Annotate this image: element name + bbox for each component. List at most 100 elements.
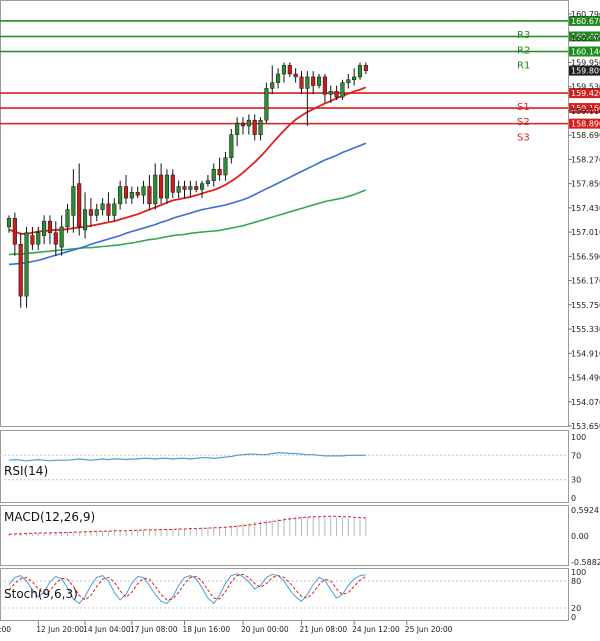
candle-bearish — [311, 71, 316, 95]
candle-body — [18, 243, 23, 297]
candle-bullish — [164, 169, 169, 204]
current-price-box — [569, 65, 600, 76]
time-axis-label: 25 Jun 20:00 — [405, 625, 453, 634]
candle-bearish — [293, 68, 298, 83]
rsi-label: RSI(14) — [4, 464, 48, 478]
candle-body — [240, 122, 246, 127]
rsi-indicator: 100 70 30 0 — [0, 433, 586, 503]
rsi-axis-label: 0 — [571, 494, 576, 503]
price-axis: 160.790 160.370 159.950 159.530 159.110 158.6… — [568, 10, 600, 431]
candle-body — [311, 76, 316, 86]
candle-bullish — [223, 151, 228, 181]
level-label-r1: R1 — [517, 61, 530, 72]
ma-mid-line — [8, 142, 367, 266]
candle-bullish — [246, 114, 251, 135]
price-axis-label: 155.750 — [571, 301, 600, 310]
candle-bearish — [30, 226, 35, 251]
candle-bullish — [200, 180, 205, 199]
macd-pane-frame — [0, 505, 569, 566]
candle-body — [346, 79, 351, 83]
price-axis-label: 160.370 — [571, 34, 600, 43]
candle-bearish — [135, 186, 140, 199]
candle-body — [305, 76, 310, 89]
price-axis-label: 159.110 — [571, 107, 600, 116]
level-price-label-r1: 160.140 — [571, 48, 600, 57]
candle-body — [258, 119, 263, 135]
price-axis-label: 156.170 — [571, 277, 600, 286]
stoch-pane-frame — [0, 568, 569, 621]
candle-bearish — [322, 74, 327, 103]
level-label-r3: R3 — [517, 30, 530, 41]
candle-bullish — [153, 163, 158, 210]
rsi-axis-label: 100 — [571, 433, 586, 442]
candle-body — [88, 209, 93, 216]
candle-bearish — [88, 198, 93, 227]
candle-bullish — [65, 203, 70, 233]
candle-body — [182, 186, 187, 190]
level-price-label-r2: 160.400 — [571, 33, 600, 42]
candle-bullish — [205, 174, 210, 187]
candle-bullish — [188, 180, 193, 199]
candle-body — [276, 73, 281, 83]
candle-body — [200, 183, 205, 190]
candle-body — [217, 168, 222, 176]
candle-body — [94, 209, 99, 216]
time-axis-label: 24 Jun 12:00 — [352, 625, 400, 634]
pivot-levels: R3160.670R2160.400R1160.140S1159.420S215… — [0, 15, 600, 144]
price-axis-label: 157.850 — [571, 180, 600, 189]
candle-body — [264, 88, 269, 121]
candle-body — [59, 226, 64, 248]
candle-body — [83, 209, 88, 231]
candle-bearish — [363, 62, 368, 75]
candle-bullish — [317, 74, 322, 89]
candle-body — [281, 65, 286, 75]
candle-bearish — [170, 169, 175, 199]
stoch-label: Stoch(9,6,3) — [4, 587, 78, 601]
candle-bullish — [94, 203, 99, 222]
level-price-box-r3 — [569, 15, 600, 26]
macd-axis-label: -0.5882 — [571, 558, 600, 567]
candle-bullish — [264, 82, 269, 124]
candle-bearish — [147, 174, 152, 210]
candle-body — [287, 65, 292, 75]
macd-axis-label: 0.00 — [571, 532, 589, 541]
current-price-label: 159.809 — [571, 67, 600, 76]
candle-bullish — [42, 215, 47, 245]
candle-bullish — [258, 117, 263, 141]
rsi-axis-label: 30 — [571, 476, 581, 485]
price-axis-label: 154.490 — [571, 374, 600, 383]
candle-body — [188, 186, 193, 190]
candle-bearish — [123, 174, 129, 204]
rsi-axis-label: 70 — [571, 451, 581, 460]
candle-body — [270, 82, 275, 89]
candle-body — [123, 186, 129, 199]
price-axis-label: 154.910 — [571, 349, 600, 358]
candle-bullish — [357, 62, 363, 80]
candle-bearish — [299, 71, 304, 95]
candle-body — [252, 119, 257, 135]
time-axis-label: 17 Jun 08:00 — [130, 625, 178, 634]
candle-body — [118, 186, 123, 205]
stoch-axis-label: 0 — [571, 613, 576, 622]
price-axis-label: 156.590 — [571, 252, 600, 261]
candle-bullish — [281, 62, 286, 83]
moving-averages — [8, 86, 367, 266]
candle-body — [176, 186, 181, 193]
price-axis-label: 155.330 — [571, 325, 600, 334]
candle-body — [135, 192, 140, 196]
candle-bearish — [47, 215, 53, 245]
time-axis-label: 14 Jun 04:00 — [83, 625, 131, 634]
level-price-label-s2: 159.160 — [571, 104, 600, 113]
macd-indicator: 0.5924 0.00 -0.5882 — [8, 506, 600, 567]
candle-body — [71, 186, 76, 216]
price-axis-label: 157.010 — [571, 228, 600, 237]
candle-body — [363, 65, 368, 71]
candle-body — [317, 76, 322, 86]
candle-body — [6, 218, 12, 228]
candle-bearish — [12, 212, 17, 256]
candle-bullish — [24, 226, 29, 308]
candle-body — [129, 192, 134, 199]
